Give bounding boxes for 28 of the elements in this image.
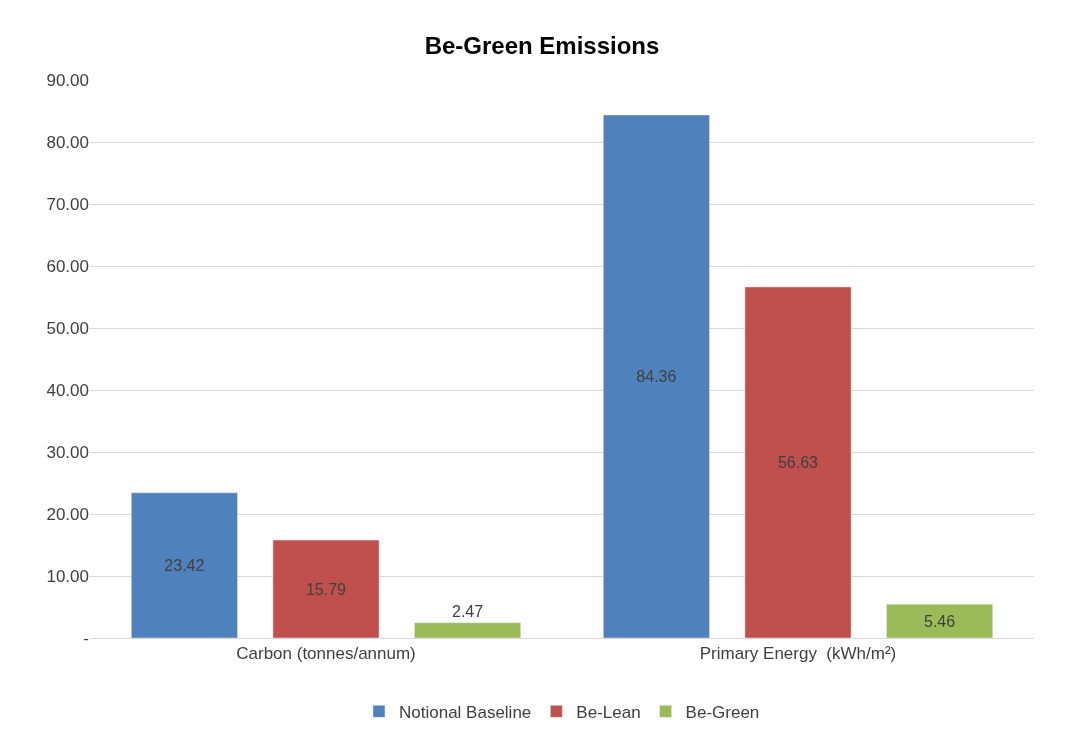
data-label: 2.47	[451, 602, 484, 620]
data-label: 15.79	[305, 580, 347, 598]
bar	[272, 539, 380, 638]
y-tick-label: 40.00	[46, 380, 89, 400]
y-tick-label: 50.00	[46, 318, 89, 338]
x-tick-label: Primary Energy (kWh/m²)	[699, 644, 897, 664]
legend-label: Notional Baseline	[399, 702, 532, 722]
legend-label: Be-Green	[685, 702, 760, 722]
bar	[744, 286, 852, 638]
data-label: 5.46	[923, 612, 956, 630]
data-label: 56.63	[777, 453, 819, 471]
y-tick-label: 20.00	[46, 504, 89, 524]
y-tick-label: -	[83, 628, 89, 648]
y-tick-label: 80.00	[46, 132, 89, 152]
y-tick-label: 60.00	[46, 256, 89, 276]
bar	[886, 603, 993, 638]
chart-title: Be-Green Emissions	[424, 31, 660, 59]
y-tick-label: 90.00	[46, 70, 89, 90]
y-tick-label: 10.00	[46, 566, 89, 586]
data-label: 84.36	[636, 367, 677, 385]
bar	[603, 114, 710, 638]
legend-label: Be-Lean	[576, 702, 641, 722]
bar	[131, 492, 238, 638]
data-label: 23.42	[164, 556, 205, 574]
x-tick-label: Carbon (tonnes/annum)	[236, 644, 416, 664]
y-tick-label: 30.00	[46, 442, 89, 462]
bar	[414, 622, 521, 638]
y-tick-label: 70.00	[46, 194, 89, 214]
